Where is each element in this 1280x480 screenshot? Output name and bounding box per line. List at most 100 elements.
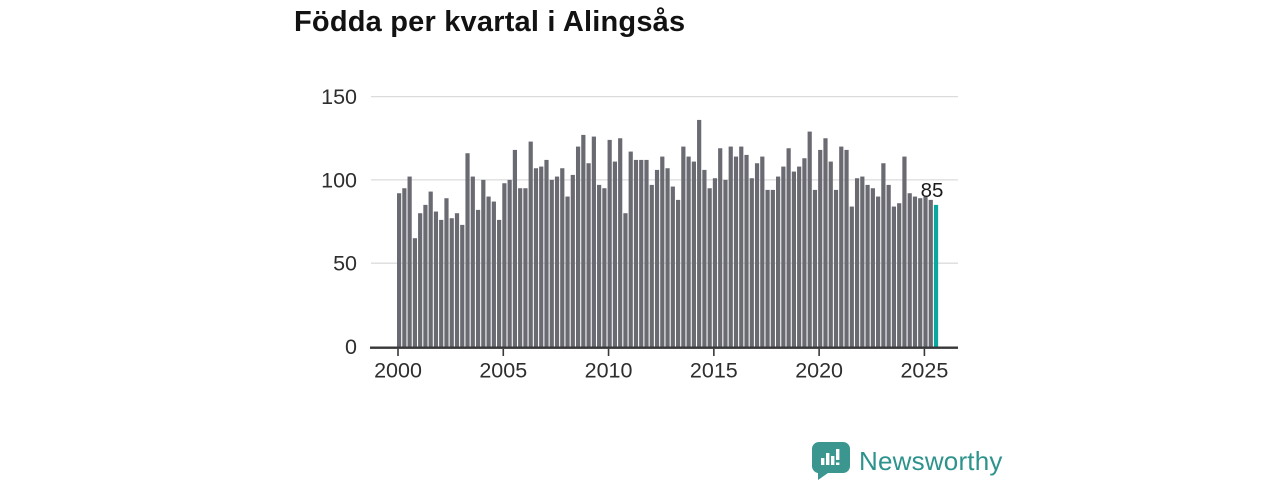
x-axis-tick-label: 2015 [690,359,738,383]
bar [560,168,565,347]
bar [791,171,796,347]
x-axis-tick-label: 2010 [585,359,633,383]
bar [886,184,891,347]
bar [565,196,570,347]
last-value-label: 85 [921,179,944,202]
bar [797,166,802,347]
bar [818,149,823,347]
bar [470,176,475,347]
bar [533,168,539,347]
bar [554,176,560,347]
x-axis-tick-label: 2000 [374,359,422,383]
bar [854,178,860,347]
bar [639,159,644,347]
highlighted-bar [933,204,939,347]
bar [486,196,491,347]
bar [823,138,828,347]
bar [523,188,528,347]
bar [712,178,718,347]
x-axis-line [370,346,958,349]
bar [633,159,639,347]
bar [544,159,549,347]
bar [575,146,581,347]
bar [907,193,912,347]
bar [675,199,681,347]
bar [597,184,602,347]
bar [765,189,770,347]
bar [528,141,533,347]
bar [776,176,781,347]
bar [860,176,865,347]
bar [686,156,691,347]
bar [912,196,918,347]
bar [749,178,754,347]
bar [770,189,775,347]
bar [570,174,575,347]
bar [754,163,760,347]
y-axis-tick-label: 0 [345,335,357,359]
bar [928,199,933,347]
bar [433,211,439,347]
bar [707,188,712,347]
bar [760,156,765,347]
bar [702,169,707,347]
bar [623,213,628,347]
bar [781,166,786,347]
bar [439,219,444,347]
bar [423,204,428,347]
bar [728,146,733,347]
bar [739,146,744,347]
bar [612,161,618,347]
bar [891,206,897,347]
bar [786,148,791,347]
bar [428,191,433,347]
bar [549,179,554,347]
bar [502,183,507,347]
bar [512,149,518,347]
bar [923,196,928,347]
bar [418,213,423,347]
bar [812,189,818,347]
bar [723,179,728,347]
bar [460,224,465,347]
bar [491,201,496,347]
bar [444,198,449,347]
bar [454,213,460,347]
bar [733,156,739,347]
bar [507,179,512,347]
bar [654,169,660,347]
bar [870,188,875,347]
bar [644,159,649,347]
bar [828,161,833,347]
newsworthy-logo[interactable]: Newsworthy [812,442,1003,480]
bar [670,186,675,347]
bar [802,158,807,347]
bar [839,146,844,347]
x-axis-tick-label: 2025 [900,359,948,383]
newsworthy-logo-icon [812,442,850,480]
bar [697,119,702,347]
bar [412,238,417,347]
y-axis-tick-label: 100 [321,168,357,192]
bar [628,151,633,347]
bar [481,179,486,347]
bar [497,219,502,347]
bar [618,138,623,347]
bar [691,161,696,347]
bar [807,131,812,347]
bar [407,176,412,347]
bar [844,149,849,347]
bar [591,136,596,347]
x-axis-tick-label: 2005 [479,359,527,383]
bar [602,188,607,347]
bar [718,148,723,347]
y-axis-tick-label: 150 [321,85,357,109]
bar [586,163,591,347]
bar [902,156,907,347]
bar [665,168,670,347]
bar [681,146,686,347]
bar [833,189,839,347]
bar [876,196,881,347]
page-title: Födda per kvartal i Alingsås [294,6,686,38]
bar [518,188,523,347]
